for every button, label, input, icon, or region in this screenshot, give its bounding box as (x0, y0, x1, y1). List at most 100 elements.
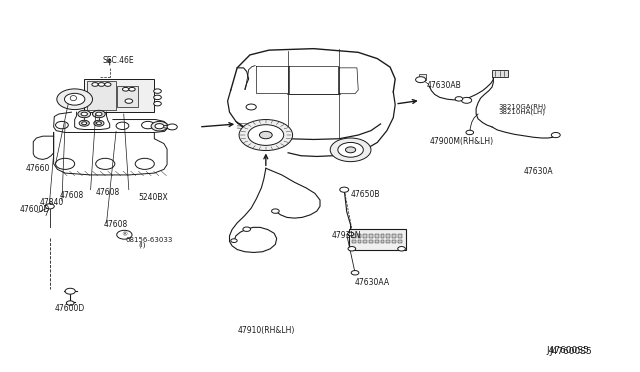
Circle shape (97, 122, 101, 125)
Text: 47608: 47608 (60, 191, 84, 200)
Circle shape (93, 110, 105, 118)
Circle shape (461, 97, 472, 103)
Circle shape (154, 95, 161, 100)
Circle shape (346, 147, 356, 153)
Circle shape (415, 77, 426, 83)
Text: 5240BX: 5240BX (138, 193, 168, 202)
Circle shape (79, 120, 90, 126)
Circle shape (82, 122, 87, 125)
Bar (369, 240, 373, 243)
Text: 47608: 47608 (103, 220, 127, 229)
Circle shape (94, 120, 104, 126)
Circle shape (78, 110, 91, 118)
Bar (397, 240, 401, 243)
Circle shape (239, 119, 292, 151)
Bar (397, 234, 401, 238)
Circle shape (65, 288, 76, 294)
Circle shape (154, 89, 161, 93)
Circle shape (167, 124, 177, 130)
Circle shape (116, 122, 129, 129)
Circle shape (96, 112, 102, 116)
Circle shape (56, 121, 68, 129)
Text: J47600S5: J47600S5 (546, 346, 589, 355)
Bar (387, 240, 390, 243)
Circle shape (116, 230, 132, 239)
Bar (492, 70, 508, 77)
Circle shape (99, 83, 104, 86)
Text: (I): (I) (138, 242, 146, 248)
Circle shape (81, 112, 88, 116)
Circle shape (259, 131, 272, 139)
Circle shape (271, 209, 279, 213)
Circle shape (125, 99, 132, 103)
Bar (358, 234, 362, 238)
Circle shape (104, 83, 111, 86)
Bar (84, 79, 154, 112)
Circle shape (243, 227, 250, 231)
Bar (352, 234, 356, 238)
Text: SEC.46E: SEC.46E (102, 56, 134, 65)
Bar (419, 74, 426, 80)
Circle shape (56, 158, 75, 169)
Bar (369, 234, 373, 238)
Bar (117, 86, 138, 107)
Text: 47600D: 47600D (19, 205, 49, 215)
Text: 4793LN: 4793LN (332, 231, 361, 240)
Bar (364, 234, 367, 238)
Circle shape (397, 247, 405, 251)
Circle shape (351, 270, 359, 275)
Circle shape (466, 130, 474, 135)
Circle shape (96, 158, 115, 169)
Bar (381, 234, 385, 238)
Text: 47900M(RH&LH): 47900M(RH&LH) (429, 137, 493, 146)
Text: 47608: 47608 (96, 188, 120, 197)
Text: J47600S5: J47600S5 (549, 347, 592, 356)
Circle shape (45, 204, 54, 209)
Circle shape (340, 187, 349, 192)
Circle shape (330, 138, 371, 161)
Text: 08156-63033: 08156-63033 (125, 237, 173, 243)
Text: 47910(RH&LH): 47910(RH&LH) (237, 326, 294, 335)
Circle shape (551, 132, 560, 138)
Text: 47650B: 47650B (351, 190, 380, 199)
Text: 47630AA: 47630AA (355, 278, 390, 287)
Circle shape (338, 142, 364, 157)
Ellipse shape (70, 96, 77, 101)
Circle shape (122, 87, 129, 91)
Text: 47660: 47660 (26, 164, 50, 173)
Circle shape (248, 125, 284, 145)
Circle shape (246, 104, 256, 110)
Circle shape (348, 232, 354, 236)
Bar (392, 240, 396, 243)
Text: 47600D: 47600D (55, 304, 85, 313)
Bar (364, 240, 367, 243)
Bar (375, 240, 379, 243)
Circle shape (92, 83, 99, 86)
Text: 47630AB: 47630AB (427, 81, 462, 90)
Text: ®: ® (121, 232, 127, 237)
Bar (375, 234, 379, 238)
Text: 47840: 47840 (40, 198, 64, 207)
Bar (381, 240, 385, 243)
Bar (349, 229, 406, 250)
Circle shape (231, 239, 237, 243)
Bar (387, 234, 390, 238)
Text: 47630A: 47630A (524, 167, 554, 176)
Circle shape (154, 102, 161, 106)
Bar (88, 81, 116, 110)
Circle shape (135, 158, 154, 169)
Circle shape (155, 124, 164, 129)
Circle shape (67, 301, 74, 305)
Circle shape (57, 89, 93, 110)
Bar (352, 240, 356, 243)
Circle shape (455, 97, 463, 101)
Circle shape (151, 121, 168, 131)
Circle shape (348, 247, 356, 251)
Bar (358, 240, 362, 243)
Bar (392, 234, 396, 238)
Text: 38210HA(LH): 38210HA(LH) (499, 109, 545, 115)
Text: 38210GA(RH): 38210GA(RH) (499, 103, 547, 110)
Circle shape (129, 87, 135, 91)
Circle shape (141, 121, 154, 129)
Circle shape (65, 93, 85, 105)
